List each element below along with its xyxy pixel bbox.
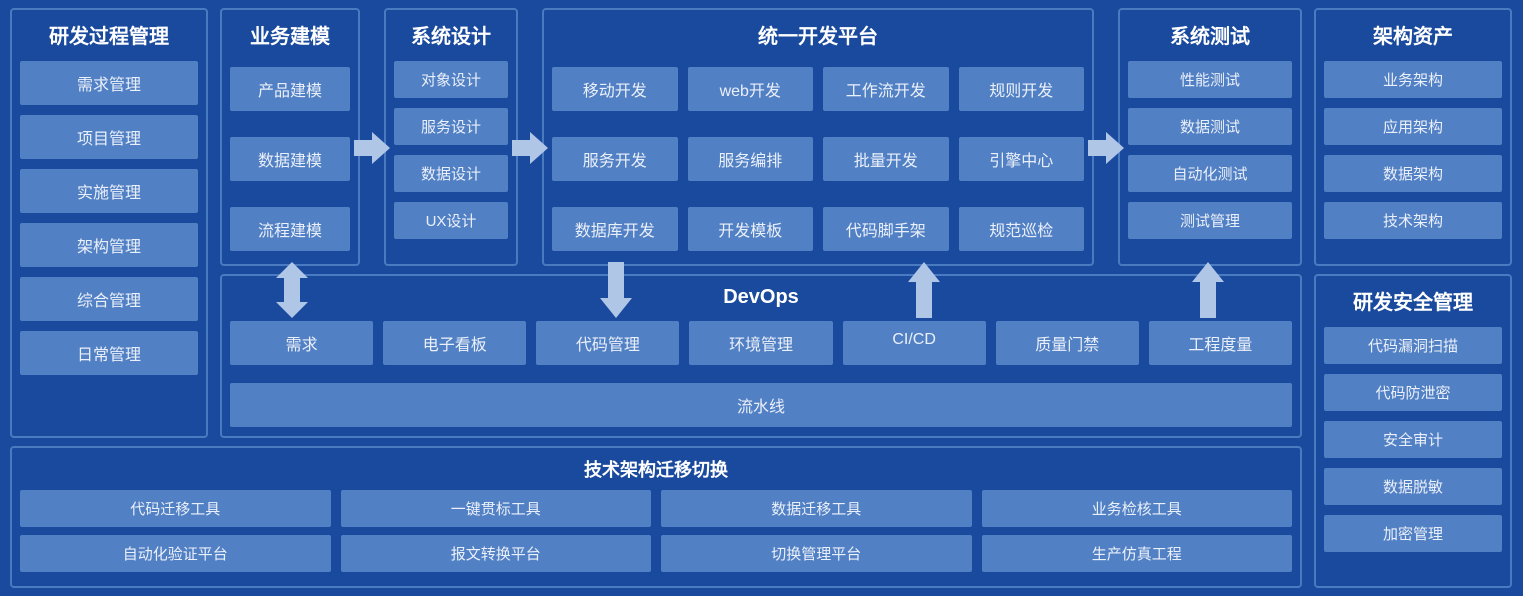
panel-dev-platform: 统一开发平台 移动开发 web开发 工作流开发 规则开发 服务开发 服务编排 批… bbox=[542, 8, 1094, 266]
box-code-scaffold: 代码脚手架 bbox=[823, 207, 949, 251]
box-spec-check: 规范巡检 bbox=[959, 207, 1085, 251]
panel-security: 研发安全管理 代码漏洞扫描 代码防泄密 安全审计 数据脱敏 加密管理 bbox=[1314, 274, 1512, 588]
box-db-dev: 数据库开发 bbox=[552, 207, 678, 251]
box-env-mgmt: 环境管理 bbox=[689, 321, 832, 365]
panel-migration: 技术架构迁移切换 代码迁移工具 一键贯标工具 数据迁移工具 业务检核工具 自动化… bbox=[10, 446, 1302, 588]
box-prod-sim: 生产仿真工程 bbox=[982, 535, 1293, 572]
box-svc-design: 服务设计 bbox=[394, 108, 508, 145]
box-process-model: 流程建模 bbox=[230, 207, 350, 251]
box-auto-test: 自动化测试 bbox=[1128, 155, 1292, 192]
panel-sys-test: 系统测试 性能测试 数据测试 自动化测试 测试管理 bbox=[1118, 8, 1302, 266]
dev-platform-rows: 移动开发 web开发 工作流开发 规则开发 服务开发 服务编排 批量开发 引擎中… bbox=[552, 61, 1084, 256]
arch-assets-items: 业务架构 应用架构 数据架构 技术架构 bbox=[1324, 61, 1502, 256]
box-batch-dev: 批量开发 bbox=[823, 137, 949, 181]
panel-title: 统一开发平台 bbox=[552, 18, 1084, 53]
box-proj-mgmt: 项目管理 bbox=[20, 115, 198, 159]
biz-model-items: 产品建模 数据建模 流程建模 bbox=[230, 61, 350, 256]
box-daily-mgmt: 日常管理 bbox=[20, 331, 198, 375]
panel-sys-design: 系统设计 对象设计 服务设计 数据设计 UX设计 bbox=[384, 8, 518, 266]
box-perf-test: 性能测试 bbox=[1128, 61, 1292, 98]
box-req-mgmt: 需求管理 bbox=[20, 61, 198, 105]
box-ux-design: UX设计 bbox=[394, 202, 508, 239]
box-data-mask: 数据脱敏 bbox=[1324, 468, 1502, 505]
box-obj-design: 对象设计 bbox=[394, 61, 508, 98]
box-dev-template: 开发模板 bbox=[688, 207, 814, 251]
migration-row-2: 自动化验证平台 报文转换平台 切换管理平台 生产仿真工程 bbox=[20, 535, 1292, 572]
box-encrypt-mgmt: 加密管理 bbox=[1324, 515, 1502, 552]
panel-biz-model: 业务建模 产品建模 数据建模 流程建模 bbox=[220, 8, 360, 266]
box-data-design: 数据设计 bbox=[394, 155, 508, 192]
box-data-model: 数据建模 bbox=[230, 137, 350, 181]
panel-arch-assets: 架构资产 业务架构 应用架构 数据架构 技术架构 bbox=[1314, 8, 1512, 266]
box-code-mgmt: 代码管理 bbox=[536, 321, 679, 365]
box-web-dev: web开发 bbox=[688, 67, 814, 111]
sys-design-items: 对象设计 服务设计 数据设计 UX设计 bbox=[394, 61, 508, 256]
panel-devops: DevOps 需求 电子看板 代码管理 环境管理 CI/CD 质量门禁 工程度量… bbox=[220, 274, 1302, 438]
box-rule-dev: 规则开发 bbox=[959, 67, 1085, 111]
box-gen-mgmt: 综合管理 bbox=[20, 277, 198, 321]
box-test-mgmt: 测试管理 bbox=[1128, 202, 1292, 239]
box-req: 需求 bbox=[230, 321, 373, 365]
box-quality-gate: 质量门禁 bbox=[996, 321, 1139, 365]
box-engine-center: 引擎中心 bbox=[959, 137, 1085, 181]
box-cicd: CI/CD bbox=[843, 321, 986, 365]
box-eng-metrics: 工程度量 bbox=[1149, 321, 1292, 365]
rd-process-items: 需求管理 项目管理 实施管理 架构管理 综合管理 日常管理 bbox=[20, 61, 198, 428]
box-code-mig: 代码迁移工具 bbox=[20, 490, 331, 527]
box-sec-audit: 安全审计 bbox=[1324, 421, 1502, 458]
diagram-root: 研发过程管理 需求管理 项目管理 实施管理 架构管理 综合管理 日常管理 业务建… bbox=[6, 6, 1517, 590]
box-product-model: 产品建模 bbox=[230, 67, 350, 111]
box-tech-arch: 技术架构 bbox=[1324, 202, 1502, 239]
box-svc-orch: 服务编排 bbox=[688, 137, 814, 181]
panel-title: 研发安全管理 bbox=[1324, 284, 1502, 319]
dev-row-2: 服务开发 服务编排 批量开发 引擎中心 bbox=[552, 137, 1084, 181]
dev-row-3: 数据库开发 开发模板 代码脚手架 规范巡检 bbox=[552, 207, 1084, 251]
box-msg-convert: 报文转换平台 bbox=[341, 535, 652, 572]
box-impl-mgmt: 实施管理 bbox=[20, 169, 198, 213]
panel-title: 系统设计 bbox=[394, 18, 508, 53]
box-app-arch: 应用架构 bbox=[1324, 108, 1502, 145]
panel-title: DevOps bbox=[230, 284, 1292, 313]
devops-top-row: 需求 电子看板 代码管理 环境管理 CI/CD 质量门禁 工程度量 bbox=[230, 321, 1292, 365]
box-biz-arch: 业务架构 bbox=[1324, 61, 1502, 98]
migration-row-1: 代码迁移工具 一键贯标工具 数据迁移工具 业务检核工具 bbox=[20, 490, 1292, 527]
box-data-mig: 数据迁移工具 bbox=[661, 490, 972, 527]
panel-title: 系统测试 bbox=[1128, 18, 1292, 53]
box-code-leak: 代码防泄密 bbox=[1324, 374, 1502, 411]
box-biz-verify: 业务检核工具 bbox=[982, 490, 1293, 527]
panel-title: 技术架构迁移切换 bbox=[20, 456, 1292, 482]
panel-title: 业务建模 bbox=[230, 18, 350, 53]
box-vuln-scan: 代码漏洞扫描 bbox=[1324, 327, 1502, 364]
box-kanban: 电子看板 bbox=[383, 321, 526, 365]
panel-title: 架构资产 bbox=[1324, 18, 1502, 53]
box-data-test: 数据测试 bbox=[1128, 108, 1292, 145]
box-svc-dev: 服务开发 bbox=[552, 137, 678, 181]
dev-row-1: 移动开发 web开发 工作流开发 规则开发 bbox=[552, 67, 1084, 111]
box-switch-mgmt: 切换管理平台 bbox=[661, 535, 972, 572]
box-pipeline: 流水线 bbox=[230, 383, 1292, 427]
box-auto-verify: 自动化验证平台 bbox=[20, 535, 331, 572]
box-onekey-std: 一键贯标工具 bbox=[341, 490, 652, 527]
box-mobile-dev: 移动开发 bbox=[552, 67, 678, 111]
security-items: 代码漏洞扫描 代码防泄密 安全审计 数据脱敏 加密管理 bbox=[1324, 327, 1502, 578]
sys-test-items: 性能测试 数据测试 自动化测试 测试管理 bbox=[1128, 61, 1292, 256]
box-arch-mgmt: 架构管理 bbox=[20, 223, 198, 267]
panel-rd-process: 研发过程管理 需求管理 项目管理 实施管理 架构管理 综合管理 日常管理 bbox=[10, 8, 208, 438]
box-data-arch: 数据架构 bbox=[1324, 155, 1502, 192]
box-workflow-dev: 工作流开发 bbox=[823, 67, 949, 111]
panel-title: 研发过程管理 bbox=[20, 18, 198, 53]
